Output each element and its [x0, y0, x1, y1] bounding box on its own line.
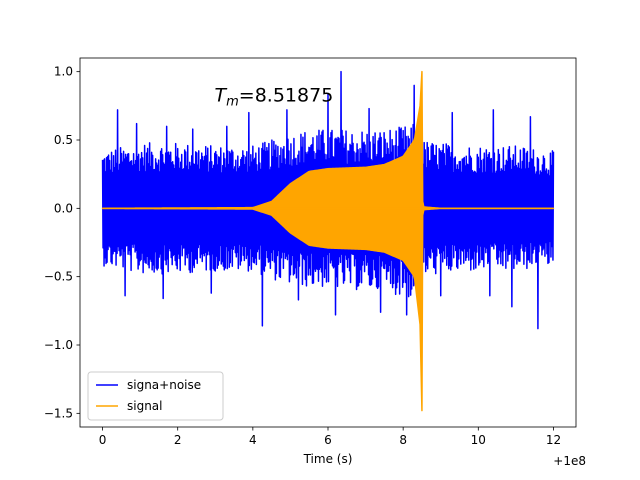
legend-label-signal-noise: signa+noise	[127, 378, 201, 392]
annotation-subscript: m	[226, 95, 239, 110]
series-signal-noise-line	[101, 70, 555, 330]
x-axis-label: Time (s)	[303, 452, 353, 466]
y-tick-label: −1.5	[44, 406, 73, 420]
y-tick-label: −1.0	[44, 338, 73, 352]
x-axis-offset-label: +1e8	[553, 454, 586, 468]
y-tick-label: 0.0	[54, 201, 73, 215]
y-tick-label: −0.5	[44, 270, 73, 284]
legend: signa+noise signal	[87, 371, 224, 421]
legend-label-signal: signal	[127, 399, 163, 413]
plot-area	[101, 70, 555, 412]
x-tick-label: 8	[399, 433, 407, 447]
annotation-symbol: T	[215, 85, 228, 107]
x-tick-label: 12	[546, 433, 561, 447]
x-tick-label: 2	[174, 433, 182, 447]
x-tick-label: 6	[324, 433, 332, 447]
y-tick-label: 1.0	[54, 65, 73, 79]
x-tick-label: 0	[99, 433, 107, 447]
tm-annotation: Tm=8.51875	[215, 85, 334, 110]
x-tick-label: 10	[471, 433, 486, 447]
legend-box	[87, 371, 224, 421]
x-tick-label: 4	[249, 433, 257, 447]
y-tick-label: 0.5	[54, 133, 73, 147]
annotation-value: =8.51875	[239, 85, 334, 107]
axis-ticks: 0 2 4 6 8 10 12 1.0 0.5 0.0 −0.5 −1.0 −1.5	[44, 65, 561, 447]
